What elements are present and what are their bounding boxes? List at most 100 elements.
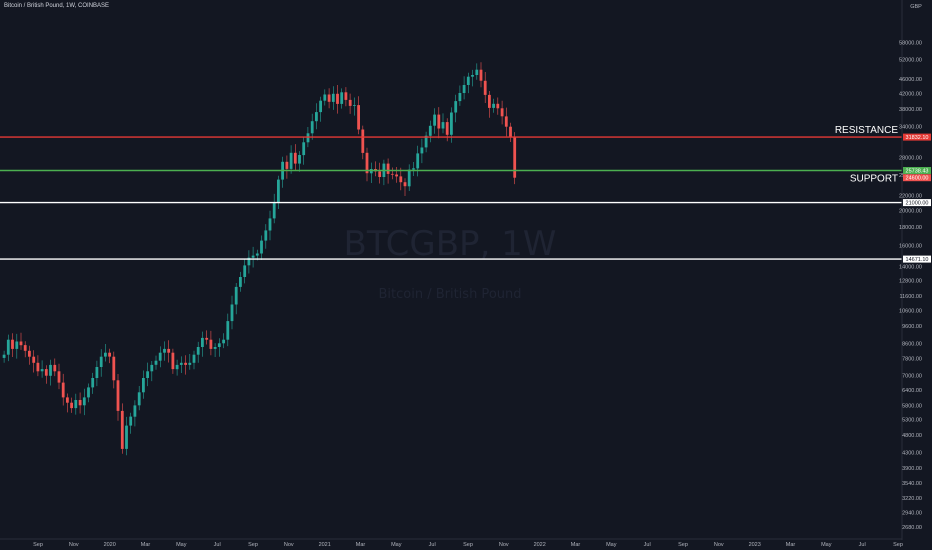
candle-body-0 xyxy=(2,354,6,358)
candle-body-67 xyxy=(285,161,289,169)
candle-body-95 xyxy=(403,182,407,187)
x-tick-label-5: Jul xyxy=(214,542,221,548)
line-label-resistance: RESISTANCE xyxy=(835,125,898,136)
candle-body-23 xyxy=(99,356,103,367)
time-axis[interactable]: Sep Nov 2020 Mar May Jul Sep Nov 2021 Mar May Jul Se… xyxy=(33,542,903,548)
candle-body-38 xyxy=(163,348,166,353)
candle-body-71 xyxy=(302,142,306,156)
price-tag-2-bg xyxy=(903,199,931,207)
candle-body-101 xyxy=(428,125,432,136)
y-tick-label-28: 2940.00 xyxy=(902,511,922,517)
candle-body-81 xyxy=(344,92,348,100)
x-tick-label-2: 2020 xyxy=(104,542,116,548)
x-tick-label-7: Nov xyxy=(284,542,294,548)
y-tick-label-15: 10600.00 xyxy=(899,308,922,314)
candle-body-52 xyxy=(222,339,225,344)
candle-body-80 xyxy=(340,92,344,104)
line-label-support: SUPPORT xyxy=(850,174,898,185)
price-tag-2: 21000.00 xyxy=(906,201,929,207)
candle-body-35 xyxy=(150,364,154,372)
candle-body-76 xyxy=(323,94,327,101)
y-tick-label-14: 11600.00 xyxy=(899,294,922,300)
candle-body-114 xyxy=(483,80,487,95)
x-tick-label-3: Mar xyxy=(141,542,151,548)
candle-body-62 xyxy=(264,230,268,241)
candle-body-59 xyxy=(251,255,255,258)
candle-body-45 xyxy=(192,354,196,363)
candle-body-110 xyxy=(466,76,470,85)
currency-label: GBP xyxy=(910,4,922,10)
candle-body-9 xyxy=(40,369,44,372)
x-tick-label-6: Sep xyxy=(248,542,258,548)
price-tag-0-bg xyxy=(903,133,931,141)
candle-body-107 xyxy=(454,101,458,113)
y-tick-label-0: 58000.00 xyxy=(899,41,922,47)
y-tick-label-4: 38000.00 xyxy=(899,107,922,113)
candle-body-12 xyxy=(53,364,57,372)
candle-body-55 xyxy=(234,286,238,305)
candle-body-1 xyxy=(6,339,10,355)
candle-body-27 xyxy=(116,380,120,411)
candle-body-30 xyxy=(129,416,133,426)
y-tick-label-19: 7000.00 xyxy=(902,374,922,380)
candle-body-70 xyxy=(298,155,301,164)
y-tick-label-27: 3220.00 xyxy=(902,496,922,502)
candle-body-17 xyxy=(74,400,78,409)
y-tick-label-23: 4800.00 xyxy=(902,433,922,439)
y-tick-label-20: 6400.00 xyxy=(902,388,922,394)
candle-body-85 xyxy=(361,129,365,153)
candle-body-47 xyxy=(201,337,204,347)
candle-body-6 xyxy=(28,350,31,357)
candle-body-118 xyxy=(500,108,504,117)
price-tag-3-bg xyxy=(903,255,931,263)
y-tick-label-12: 14000.00 xyxy=(899,265,922,271)
y-tick-label-2: 46000.00 xyxy=(899,77,922,83)
candle-body-104 xyxy=(441,122,445,129)
candle-body-121 xyxy=(513,137,517,178)
candle-body-74 xyxy=(315,112,318,122)
candle-body-2 xyxy=(11,339,14,349)
candle-body-24 xyxy=(104,352,107,357)
candle-body-54 xyxy=(230,304,234,322)
y-tick-label-17: 8600.00 xyxy=(902,341,922,347)
candle-body-69 xyxy=(293,152,297,164)
candle-body-25 xyxy=(108,352,111,357)
y-tick-label-24: 4300.00 xyxy=(902,451,922,457)
candle-body-16 xyxy=(70,402,73,409)
candle-body-60 xyxy=(255,253,259,256)
candle-body-98 xyxy=(416,153,420,169)
y-tick-label-26: 3540.00 xyxy=(902,481,922,487)
x-tick-label-13: Nov xyxy=(499,542,509,548)
y-tick-label-16: 9600.00 xyxy=(902,324,922,330)
candle-body-56 xyxy=(239,277,242,287)
candles-layer xyxy=(2,62,517,456)
y-tick-label-10: 18000.00 xyxy=(899,225,922,231)
candle-body-5 xyxy=(23,345,27,351)
candle-body-13 xyxy=(57,371,61,383)
price-tags-layer: 31832.10 25738.43 21000.00 14671.10 24600.00 xyxy=(903,133,931,263)
candle-body-93 xyxy=(395,174,398,177)
candle-body-102 xyxy=(433,114,436,126)
candle-body-115 xyxy=(488,94,491,108)
y-tick-label-21: 5800.00 xyxy=(902,403,922,409)
candle-body-46 xyxy=(196,347,200,355)
candle-body-89 xyxy=(378,171,382,177)
price-axis[interactable]: 58000.00 52000.00 46000.00 42000.00 38000.00… xyxy=(899,41,922,532)
candle-body-73 xyxy=(310,121,314,134)
candle-body-31 xyxy=(133,405,137,417)
candle-body-26 xyxy=(112,356,116,381)
x-tick-label-4: May xyxy=(176,542,187,548)
last-price-tag: 24600.00 xyxy=(906,176,929,182)
candle-body-99 xyxy=(420,147,424,154)
candle-body-14 xyxy=(61,382,65,398)
candle-body-53 xyxy=(226,321,230,340)
x-tick-label-8: 2021 xyxy=(319,542,331,548)
candle-body-65 xyxy=(277,179,280,203)
x-tick-label-11: Jul xyxy=(429,542,436,548)
candle-body-41 xyxy=(175,364,179,370)
candle-body-43 xyxy=(184,362,187,365)
x-tick-label-21: Mar xyxy=(786,542,796,548)
x-tick-label-9: Mar xyxy=(356,542,366,548)
candle-body-63 xyxy=(268,218,272,231)
